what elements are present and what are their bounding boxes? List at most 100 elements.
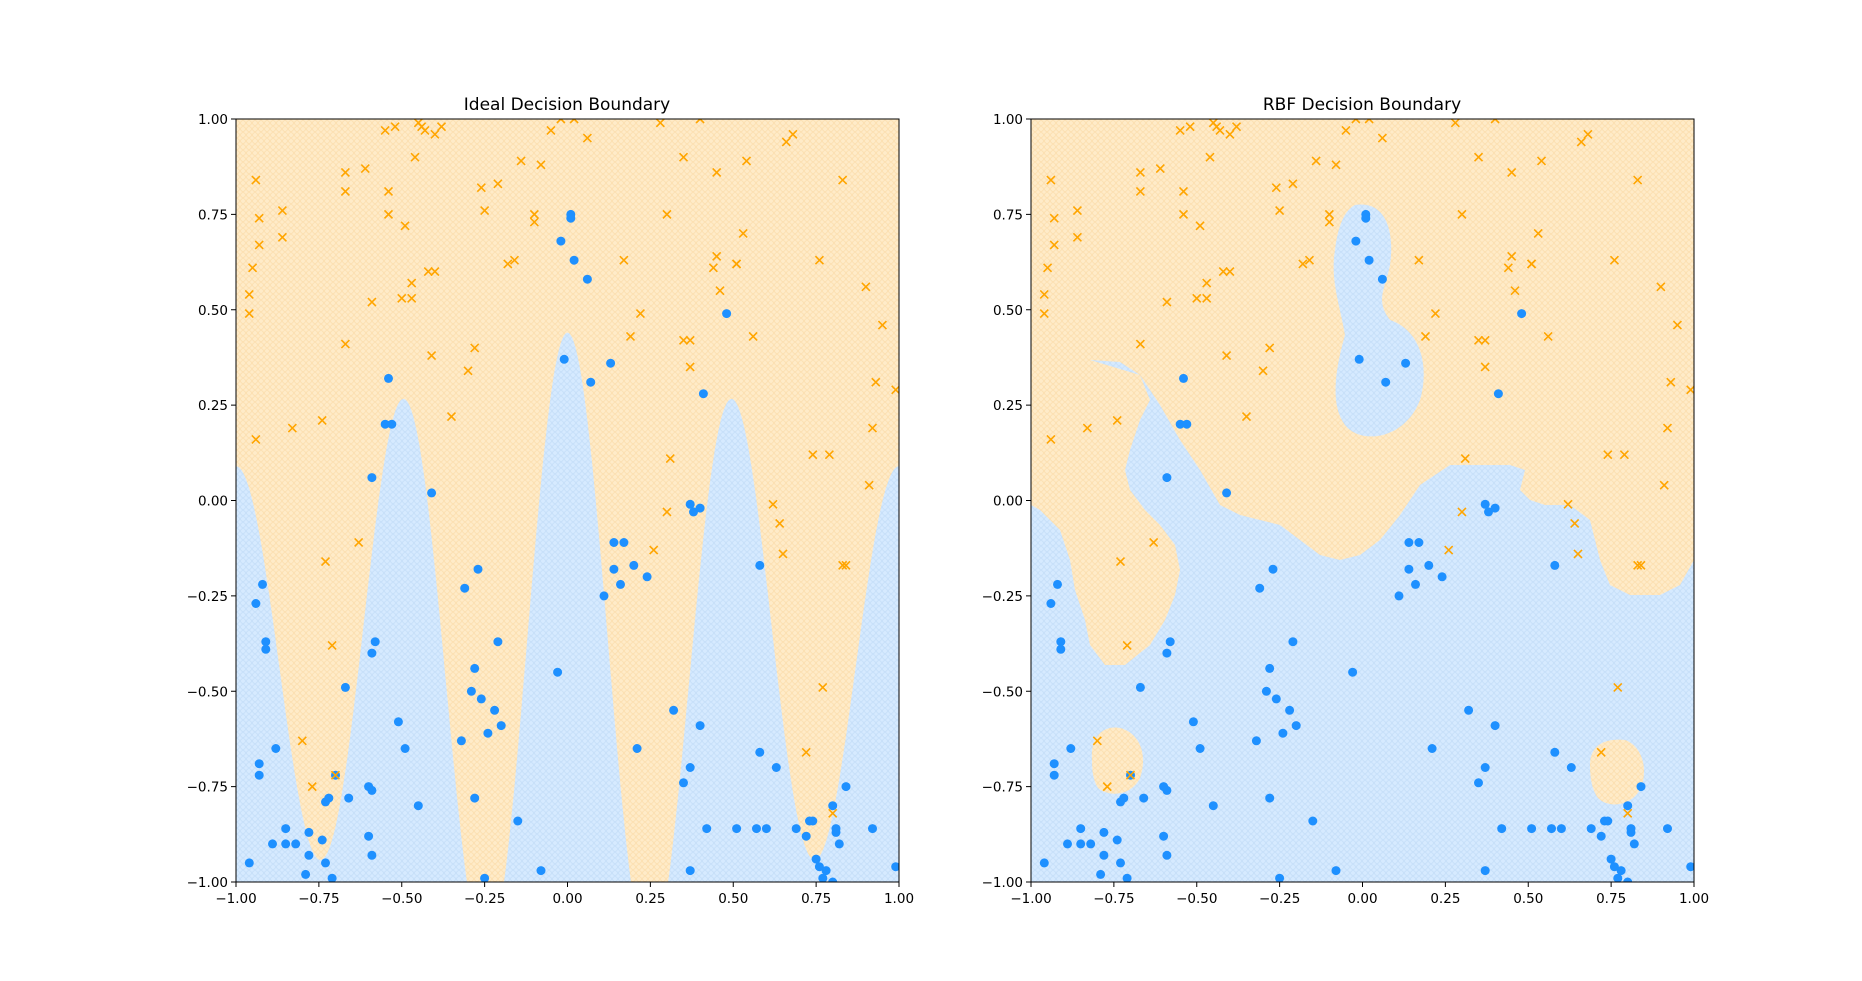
rbf-point-x <box>1185 122 1195 132</box>
rbf-point-x <box>1473 335 1484 345</box>
ideal-point-x <box>625 331 636 342</box>
ideal-point-o <box>470 663 480 673</box>
rbf-point-o <box>1626 824 1636 834</box>
rbf-point-o <box>1268 564 1278 574</box>
rbf-point-o <box>1364 255 1374 265</box>
ideal-point-x <box>476 183 486 193</box>
ideal-point-o <box>582 274 592 284</box>
ideal-point-x <box>529 209 539 219</box>
rbf-point-o <box>1175 419 1185 429</box>
rbf-x-tick-label: 0.50 <box>1513 891 1543 907</box>
ideal-point-o <box>254 770 264 780</box>
rbf-point-x <box>1583 129 1593 139</box>
rbf-point-o <box>1122 873 1132 882</box>
ideal-point-o <box>685 763 695 772</box>
ideal-point-o <box>317 835 327 845</box>
rbf-point-o <box>1636 782 1646 792</box>
rbf-point-x <box>1543 331 1553 342</box>
ideal-point-x <box>536 160 546 170</box>
ideal-point-x <box>407 278 417 288</box>
ideal-point-x <box>619 255 629 265</box>
rbf-point-o <box>1348 667 1358 677</box>
ideal-point-x <box>340 167 350 177</box>
ideal-point-x <box>397 293 407 303</box>
rbf-point-o <box>1056 644 1066 654</box>
rbf-point-x <box>1122 640 1132 651</box>
ideal-point-x <box>330 770 341 780</box>
ideal-point-o <box>370 637 380 647</box>
rbf-point-x <box>1570 518 1580 528</box>
rbf-point-x <box>1298 259 1308 269</box>
rbf-x-tick-label: −1.00 <box>1010 891 1051 907</box>
ideal-point-o <box>752 824 761 834</box>
rbf-point-o <box>1480 763 1490 772</box>
ideal-point-o <box>513 816 523 826</box>
ideal-x-tick-label: −0.25 <box>464 891 505 907</box>
ideal-point-x <box>254 240 264 250</box>
rbf-point-o <box>1623 801 1633 811</box>
rbf-point-o <box>1493 389 1503 399</box>
rbf-point-x <box>1155 164 1165 174</box>
rbf-point-x <box>1178 186 1189 197</box>
ideal-plot-area <box>236 119 899 882</box>
rbf-point-o <box>1099 827 1109 837</box>
rbf-point-o <box>1331 866 1341 876</box>
ideal-point-o <box>586 377 596 387</box>
rbf-point-x <box>1039 308 1049 319</box>
ideal-point-o <box>301 869 311 879</box>
rbf-point-x <box>1526 259 1537 269</box>
rbf-point-x <box>1324 217 1334 227</box>
ideal-point-o <box>364 831 374 841</box>
ideal-point-x <box>818 682 828 693</box>
ideal-point-o <box>466 686 476 696</box>
rbf-point-x <box>1046 175 1056 185</box>
rbf-point-x <box>1162 297 1172 307</box>
ideal-point-x <box>864 480 874 490</box>
rbf-point-x <box>1304 255 1315 265</box>
ideal-point-o <box>413 801 423 811</box>
ideal-point-x <box>251 175 261 185</box>
ideal-point-x <box>685 362 695 372</box>
ideal-point-x <box>695 119 705 124</box>
ideal-point-x <box>529 217 539 227</box>
rbf-y-tick-label: −0.75 <box>982 780 1023 796</box>
rbf-point-o <box>1351 236 1361 246</box>
ideal-point-x <box>662 507 672 517</box>
ideal-point-o <box>732 824 742 834</box>
rbf-point-o <box>1261 686 1271 696</box>
ideal-point-x <box>320 556 331 567</box>
ideal-point-o <box>324 793 334 803</box>
ideal-point-x <box>768 499 778 509</box>
rbf-x-tick-label: 0.00 <box>1347 891 1377 907</box>
ideal-point-o <box>556 236 566 246</box>
ideal-point-x <box>509 255 520 265</box>
ideal-point-o <box>808 816 818 826</box>
rbf-point-o <box>1490 503 1500 513</box>
rbf-point-x <box>1039 289 1049 300</box>
ideal-point-o <box>755 747 765 757</box>
rbf-point-x <box>1609 255 1620 265</box>
rbf-point-o <box>1076 824 1086 834</box>
rbf-x-tick-label: −0.25 <box>1259 891 1300 907</box>
rbf-point-o <box>1251 736 1261 746</box>
rbf-y-tick-label: 0.75 <box>993 207 1023 223</box>
rbf-point-x <box>1049 240 1059 250</box>
rbf-point-x <box>1043 263 1053 273</box>
rbf-y-tick-label: 0.00 <box>993 494 1023 510</box>
rbf-point-x <box>1149 537 1159 548</box>
ideal-point-x <box>380 125 390 136</box>
ideal-point-o <box>367 473 377 483</box>
ideal-point-x <box>480 205 490 216</box>
rbf-point-o <box>1112 835 1122 845</box>
rbf-point-x <box>1205 152 1215 162</box>
ideal-point-o <box>771 763 781 772</box>
ideal-point-o <box>599 591 609 601</box>
rbf-point-o <box>1288 637 1298 647</box>
rbf-point-o <box>1556 824 1566 834</box>
rbf-point-x <box>1202 278 1212 288</box>
ideal-point-x <box>775 518 785 528</box>
ideal-point-x <box>665 453 675 464</box>
ideal-point-x <box>367 297 377 307</box>
ideal-point-x <box>678 152 689 162</box>
rbf-point-x <box>1457 507 1467 517</box>
